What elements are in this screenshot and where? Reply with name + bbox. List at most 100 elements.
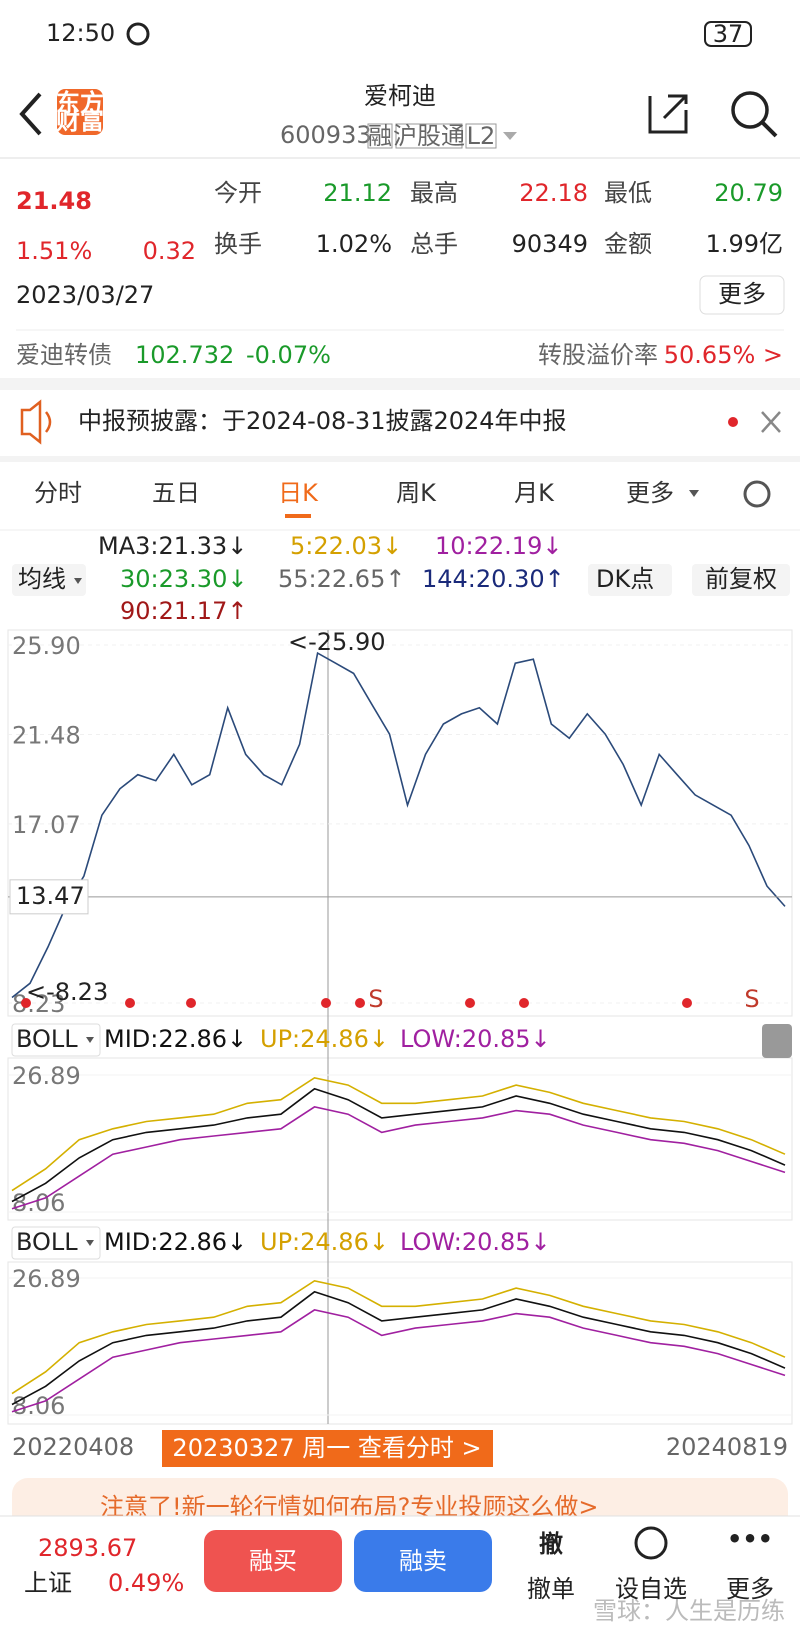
tab[interactable]: 月K <box>514 479 555 507</box>
y-tick-label: 21.48 <box>12 722 81 750</box>
max-label: <-25.90 <box>288 628 385 656</box>
y-tick-label: 26.89 <box>12 1265 81 1293</box>
logo-text: 东方 <box>56 89 104 117</box>
stat-label: 最高 <box>410 179 458 207</box>
data-line <box>11 1290 786 1406</box>
y-tick-label: 8.06 <box>12 1392 65 1420</box>
watch-label: 设自选 <box>615 1575 687 1603</box>
ma-selector[interactable] <box>12 564 86 596</box>
tag: 融 <box>368 122 392 150</box>
quote-date: 2023/03/27 <box>16 281 154 309</box>
data-line <box>11 1076 786 1192</box>
bond-name: 爱迪转债 <box>16 341 112 369</box>
close-button[interactable] <box>761 411 781 433</box>
cursor-date: 20230327 周一 查看分时 > <box>172 1434 481 1462</box>
logo-text: 财富 <box>56 107 104 135</box>
indicator-name: BOLL <box>16 1228 78 1256</box>
indicator-selector[interactable] <box>11 1226 101 1260</box>
tab[interactable]: 周K <box>396 479 437 507</box>
tab[interactable]: 更多 <box>626 479 674 507</box>
dropdown-arrow <box>503 132 517 140</box>
data-line <box>11 1106 786 1210</box>
search-button[interactable] <box>731 91 769 129</box>
more-icon[interactable]: ••• <box>727 1525 773 1553</box>
tab[interactable]: 日K <box>278 479 319 507</box>
collapse-tab[interactable] <box>762 1024 792 1058</box>
sell-label: 融卖 <box>399 1547 447 1575</box>
unread-dot <box>728 417 738 427</box>
signal-dot <box>355 998 365 1008</box>
cancel-label: 撤单 <box>527 1575 575 1603</box>
dk-label: DK点 <box>596 565 654 593</box>
y-tick-label: 25.90 <box>12 632 81 660</box>
ma-item: 30:23.30↓ <box>120 565 247 593</box>
y-tick-label: 8.06 <box>12 1189 65 1217</box>
more-button[interactable] <box>699 275 785 315</box>
signal-dot <box>21 998 31 1008</box>
share-button[interactable] <box>648 94 688 134</box>
dropdown-arrow <box>74 578 82 584</box>
stock-title: 爱柯迪 <box>364 82 436 110</box>
indicator-selector[interactable] <box>11 1023 101 1057</box>
more-label: 更多 <box>718 280 766 308</box>
chart-frame <box>7 1057 793 1221</box>
tab[interactable]: 五日 <box>152 479 200 507</box>
stat-value: 90349 <box>512 230 588 258</box>
tab-underline <box>285 514 311 518</box>
stat-value: 1.99亿 <box>706 230 783 258</box>
spacer <box>0 378 800 390</box>
logo <box>57 89 103 135</box>
cancel-icon[interactable]: 撤 <box>539 1530 563 1558</box>
speaker-icon <box>20 399 52 445</box>
signal-label: S <box>368 985 383 1013</box>
watch-icon[interactable] <box>634 1526 668 1560</box>
battery <box>704 21 752 47</box>
cursor-date-box[interactable] <box>162 1430 493 1467</box>
ma-item: 10:22.19↓ <box>435 532 562 560</box>
settings-button[interactable] <box>743 480 771 508</box>
tag: L2 <box>467 122 496 150</box>
signal-label: S <box>744 985 759 1013</box>
notice-text[interactable]: 中报预披露：于2024-08-31披露2024年中报 <box>78 407 567 435</box>
tag-box <box>367 123 393 149</box>
spacer <box>0 456 800 462</box>
stat-label: 换手 <box>214 230 262 258</box>
sell-button[interactable] <box>354 1530 492 1592</box>
stat-label: 最低 <box>604 179 652 207</box>
legend-label: MID:22.86↓ <box>104 1025 247 1053</box>
stat-label: 总手 <box>410 230 458 258</box>
dk-button[interactable] <box>588 564 672 596</box>
more-label: 更多 <box>726 1575 774 1603</box>
signal-dot <box>321 998 331 1008</box>
signal-dot <box>682 998 692 1008</box>
adjust-button[interactable] <box>692 564 790 596</box>
tab[interactable]: 分时 <box>34 479 82 507</box>
buy-label: 融买 <box>249 1547 297 1575</box>
legend-label: MID:22.86↓ <box>104 1228 247 1256</box>
stat-value: 1.02% <box>316 230 392 258</box>
premium: 50.65% > <box>664 341 783 369</box>
eye-icon <box>126 22 150 46</box>
data-line <box>11 1279 786 1395</box>
tag-box <box>465 123 497 149</box>
battery-level: 37 <box>713 20 744 48</box>
premium-label: 转股溢价率 <box>538 341 658 369</box>
y-tick-label: 17.07 <box>12 811 81 839</box>
stat-label: 金额 <box>604 230 652 258</box>
legend-label: UP:24.86↓ <box>260 1025 389 1053</box>
legend-label: UP:24.86↓ <box>260 1228 389 1256</box>
stat-value: 20.79 <box>714 179 783 207</box>
bond-change: -0.07% <box>246 341 331 369</box>
buy-button[interactable] <box>204 1530 342 1592</box>
signal-dot <box>465 998 475 1008</box>
ma-item: 5:22.03↓ <box>290 532 402 560</box>
back-button[interactable] <box>19 92 42 136</box>
stat-label: 今开 <box>214 179 262 207</box>
bond-price: 102.732 <box>135 341 234 369</box>
crosshair-label: 13.47 <box>16 882 85 910</box>
chart-frame <box>7 629 793 1017</box>
stat-value: 22.18 <box>519 179 588 207</box>
end-date: 20240819 <box>666 1433 788 1461</box>
index-name: 上证 <box>24 1569 72 1597</box>
